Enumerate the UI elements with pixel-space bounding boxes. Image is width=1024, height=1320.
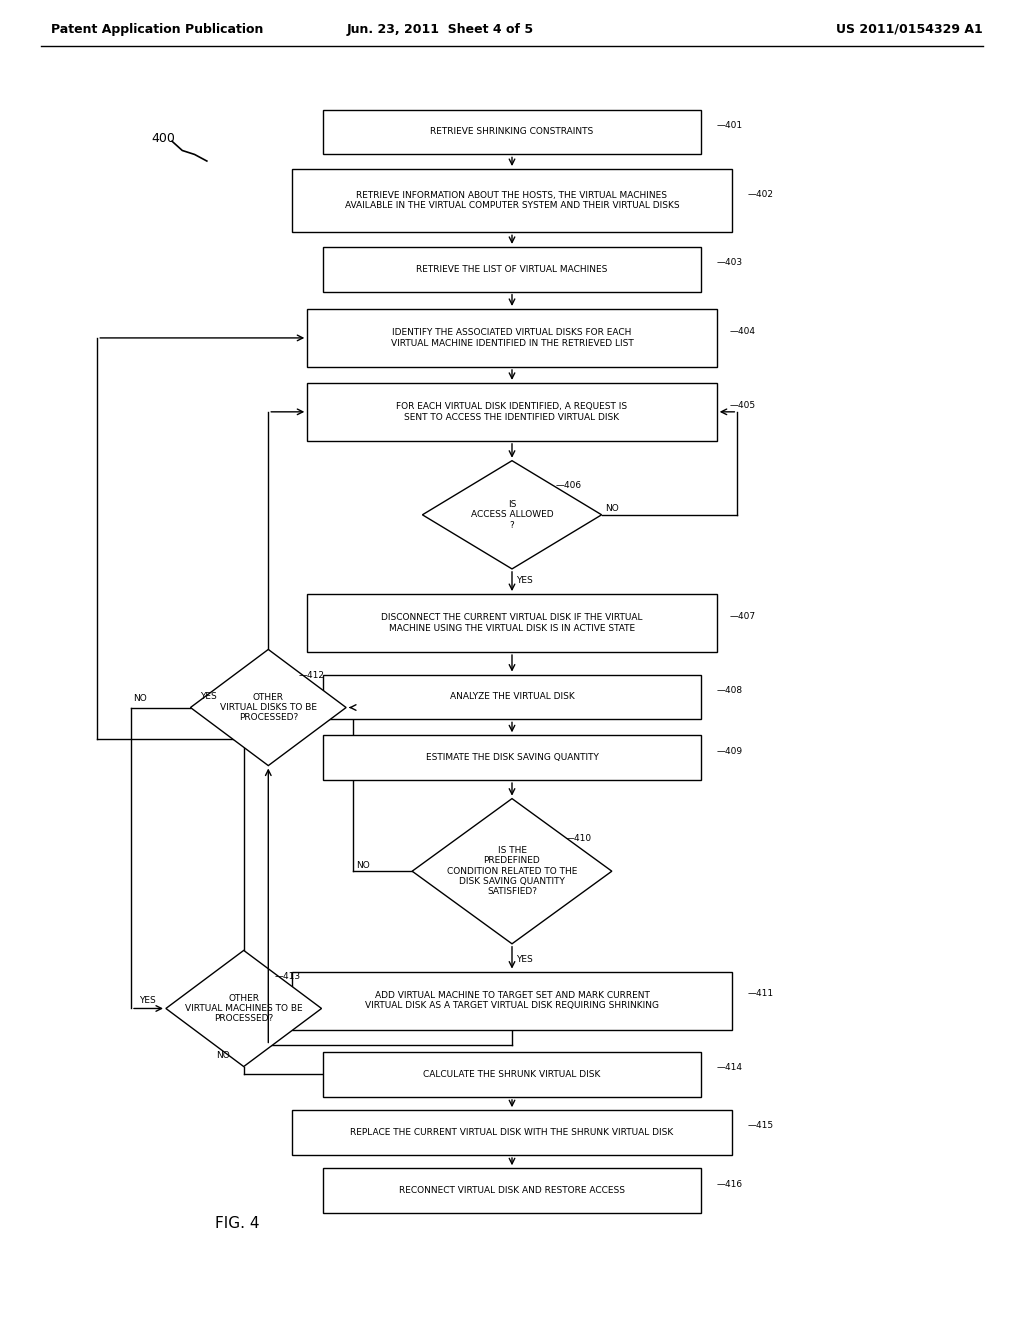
Text: FIG. 4: FIG. 4 [215,1216,259,1232]
Text: NO: NO [356,862,370,870]
Text: —411: —411 [748,990,774,998]
Text: RETRIEVE SHRINKING CONSTRAINTS: RETRIEVE SHRINKING CONSTRAINTS [430,128,594,136]
Text: —412: —412 [299,672,325,680]
FancyBboxPatch shape [292,169,732,232]
FancyBboxPatch shape [292,972,732,1030]
Text: ADD VIRTUAL MACHINE TO TARGET SET AND MARK CURRENT
VIRTUAL DISK AS A TARGET VIRT: ADD VIRTUAL MACHINE TO TARGET SET AND MA… [365,991,659,1010]
FancyBboxPatch shape [307,594,717,652]
Text: NO: NO [216,1052,229,1060]
FancyBboxPatch shape [323,735,701,780]
Text: RETRIEVE THE LIST OF VIRTUAL MACHINES: RETRIEVE THE LIST OF VIRTUAL MACHINES [417,265,607,273]
FancyBboxPatch shape [323,110,701,154]
Text: NO: NO [605,504,618,512]
Text: FOR EACH VIRTUAL DISK IDENTIFIED, A REQUEST IS
SENT TO ACCESS THE IDENTIFIED VIR: FOR EACH VIRTUAL DISK IDENTIFIED, A REQU… [396,403,628,421]
Text: YES: YES [516,577,532,585]
Text: US 2011/0154329 A1: US 2011/0154329 A1 [837,22,983,36]
Text: REPLACE THE CURRENT VIRTUAL DISK WITH THE SHRUNK VIRTUAL DISK: REPLACE THE CURRENT VIRTUAL DISK WITH TH… [350,1129,674,1137]
Text: —405: —405 [729,401,756,409]
Text: —414: —414 [717,1064,742,1072]
Text: —409: —409 [717,747,743,755]
Text: —401: —401 [717,121,743,129]
Polygon shape [190,649,346,766]
Polygon shape [166,950,322,1067]
Text: —406: —406 [556,482,583,490]
FancyBboxPatch shape [307,309,717,367]
Text: —407: —407 [729,612,756,620]
Text: —413: —413 [274,973,301,981]
Polygon shape [422,461,602,569]
Text: YES: YES [516,956,532,964]
Text: IS THE
PREDEFINED
CONDITION RELATED TO THE
DISK SAVING QUANTITY
SATISFIED?: IS THE PREDEFINED CONDITION RELATED TO T… [446,846,578,896]
Text: YES: YES [139,997,156,1005]
Text: ESTIMATE THE DISK SAVING QUANTITY: ESTIMATE THE DISK SAVING QUANTITY [426,754,598,762]
Polygon shape [412,799,612,944]
FancyBboxPatch shape [307,383,717,441]
Text: —408: —408 [717,686,743,694]
Text: RECONNECT VIRTUAL DISK AND RESTORE ACCESS: RECONNECT VIRTUAL DISK AND RESTORE ACCES… [399,1187,625,1195]
Text: —415: —415 [748,1122,774,1130]
Text: Patent Application Publication: Patent Application Publication [51,22,263,36]
Text: —402: —402 [748,190,773,198]
Text: Jun. 23, 2011  Sheet 4 of 5: Jun. 23, 2011 Sheet 4 of 5 [347,22,534,36]
FancyBboxPatch shape [292,1110,732,1155]
Text: —410: —410 [565,834,592,842]
Text: —404: —404 [729,327,755,335]
Text: IS
ACCESS ALLOWED
?: IS ACCESS ALLOWED ? [471,500,553,529]
Text: OTHER
VIRTUAL DISKS TO BE
PROCESSED?: OTHER VIRTUAL DISKS TO BE PROCESSED? [220,693,316,722]
Text: NO: NO [133,694,146,702]
Text: ANALYZE THE VIRTUAL DISK: ANALYZE THE VIRTUAL DISK [450,693,574,701]
Text: YES: YES [201,693,217,701]
Text: OTHER
VIRTUAL MACHINES TO BE
PROCESSED?: OTHER VIRTUAL MACHINES TO BE PROCESSED? [185,994,302,1023]
FancyBboxPatch shape [323,247,701,292]
Text: 400: 400 [152,132,175,145]
Text: RETRIEVE INFORMATION ABOUT THE HOSTS, THE VIRTUAL MACHINES
AVAILABLE IN THE VIRT: RETRIEVE INFORMATION ABOUT THE HOSTS, TH… [345,191,679,210]
Text: —416: —416 [717,1180,743,1188]
FancyBboxPatch shape [323,1168,701,1213]
FancyBboxPatch shape [323,1052,701,1097]
Text: IDENTIFY THE ASSOCIATED VIRTUAL DISKS FOR EACH
VIRTUAL MACHINE IDENTIFIED IN THE: IDENTIFY THE ASSOCIATED VIRTUAL DISKS FO… [390,329,634,347]
Text: CALCULATE THE SHRUNK VIRTUAL DISK: CALCULATE THE SHRUNK VIRTUAL DISK [423,1071,601,1078]
Text: —403: —403 [717,259,743,267]
FancyBboxPatch shape [323,675,701,719]
Text: DISCONNECT THE CURRENT VIRTUAL DISK IF THE VIRTUAL
MACHINE USING THE VIRTUAL DIS: DISCONNECT THE CURRENT VIRTUAL DISK IF T… [381,614,643,632]
